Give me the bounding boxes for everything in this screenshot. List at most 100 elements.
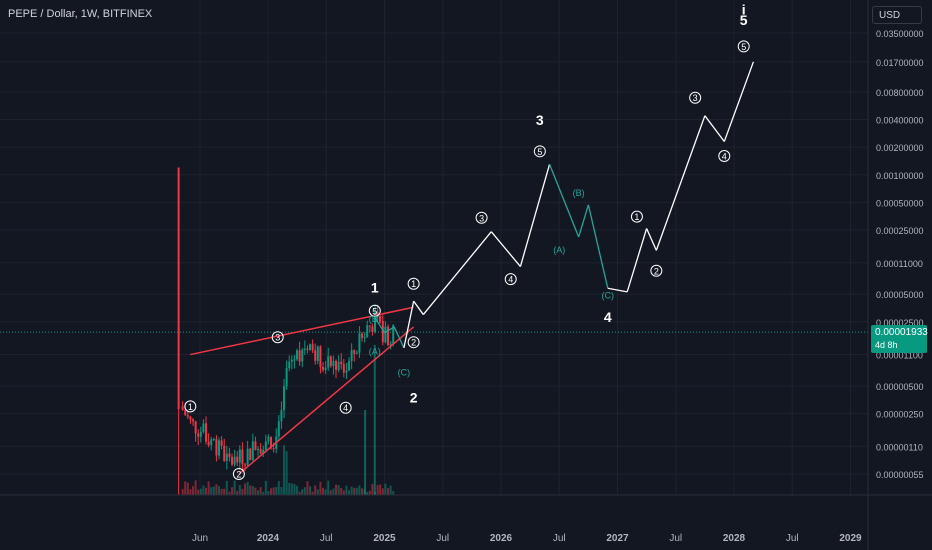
candle-body <box>223 445 226 461</box>
candle-body <box>353 350 356 354</box>
chart-title: PEPE / Dollar, 1W, BITFINEX <box>8 8 153 20</box>
candle-body <box>293 359 296 361</box>
candle-body <box>192 419 195 422</box>
volume-bar <box>319 481 322 495</box>
volume-bar <box>244 483 247 495</box>
candle-body <box>264 441 267 451</box>
wedge-upper-line <box>190 306 414 356</box>
candle-body <box>249 448 252 461</box>
candle-body <box>311 344 314 351</box>
volume-bar <box>272 487 275 495</box>
candle-body <box>306 348 309 350</box>
volume-bar <box>223 488 226 495</box>
candle-body <box>238 449 241 463</box>
y-tick-label: 0.00000110 <box>876 442 923 452</box>
volume-bar <box>199 488 202 495</box>
candle-body <box>376 312 379 316</box>
projection-segment <box>723 61 755 142</box>
wave-label: 1 <box>371 280 379 296</box>
volume-bar <box>238 484 241 495</box>
volume-bar <box>379 484 382 495</box>
label-number: 1 <box>411 279 416 289</box>
projection-segment <box>490 231 521 267</box>
candle-body <box>361 333 364 338</box>
currency-selector[interactable]: USD <box>872 6 922 24</box>
volume-bar <box>335 484 338 495</box>
candle-body <box>244 464 247 466</box>
label-number: 5 <box>741 42 746 52</box>
label-circle <box>407 336 420 349</box>
label-number: 5 <box>537 147 542 157</box>
candle-body <box>259 448 262 454</box>
x-tick-label: 2027 <box>606 533 629 544</box>
candle-body <box>257 448 260 450</box>
volume-bar <box>366 491 369 495</box>
volume-bar <box>350 486 353 495</box>
projection-segment <box>422 231 492 315</box>
x-tick-label: 2025 <box>373 533 396 544</box>
projection-segment <box>607 287 628 293</box>
label-number: 1 <box>188 402 193 412</box>
x-tick-label: 2029 <box>839 533 862 544</box>
volume-bar <box>332 488 335 495</box>
circled-wave-label: 3 <box>475 211 488 224</box>
projection-segment <box>587 204 609 289</box>
candle-body <box>194 421 197 434</box>
volume-bar <box>345 485 348 495</box>
candle-body <box>322 367 325 370</box>
abc-wave-label: (C) <box>398 368 411 378</box>
candle-body <box>277 421 280 437</box>
volume-bar <box>316 489 319 495</box>
volume-bar <box>181 489 184 495</box>
label-circle <box>271 331 284 344</box>
candle-body <box>228 453 231 457</box>
bar-countdown: 4d 8h <box>875 340 898 350</box>
wave-label: 5 <box>740 12 748 28</box>
candle-body <box>184 409 187 416</box>
volume-bar <box>301 489 304 495</box>
candle-body <box>212 439 215 441</box>
candle-body <box>233 456 236 465</box>
x-tick-label: 2026 <box>490 533 513 544</box>
wave-label: 2 <box>410 390 418 406</box>
candle-body <box>251 441 254 461</box>
label-circle <box>718 150 731 163</box>
candle-body <box>254 441 257 450</box>
wave-label: 4 <box>604 309 612 325</box>
volume-bar <box>218 486 221 495</box>
candle-body <box>332 361 335 367</box>
volume-bar <box>189 489 192 495</box>
volume-bar <box>283 445 286 495</box>
candle-body <box>342 364 345 373</box>
volume-bar <box>225 480 228 495</box>
candle-body <box>189 416 192 420</box>
label-circle <box>533 145 546 158</box>
candle-body <box>316 346 319 361</box>
candle-body <box>340 361 343 365</box>
volume-bar <box>197 489 200 495</box>
label-number: 2 <box>236 470 241 480</box>
candle-body <box>368 325 371 327</box>
volume-bar <box>389 485 392 495</box>
projection-segment <box>646 228 657 251</box>
volume-bar <box>387 488 390 495</box>
label-number: 4 <box>343 403 348 413</box>
volume-bar <box>233 480 236 495</box>
circled-wave-label: 2 <box>650 264 663 277</box>
candle-body <box>384 326 387 343</box>
volume-bar <box>293 484 296 495</box>
candle-body <box>345 370 348 373</box>
volume-bar <box>236 490 239 495</box>
volume-bar <box>353 487 356 495</box>
volume-bar <box>337 484 340 495</box>
volume-bar <box>298 491 301 495</box>
trendlines <box>190 306 415 475</box>
volume-bar <box>303 487 306 495</box>
last-price-tag: 0.00001933 4d 8h <box>871 325 928 353</box>
volume-spike <box>364 410 367 495</box>
candle-body <box>327 356 330 368</box>
candle-body <box>309 344 312 350</box>
wedge-lower-line <box>238 326 415 475</box>
